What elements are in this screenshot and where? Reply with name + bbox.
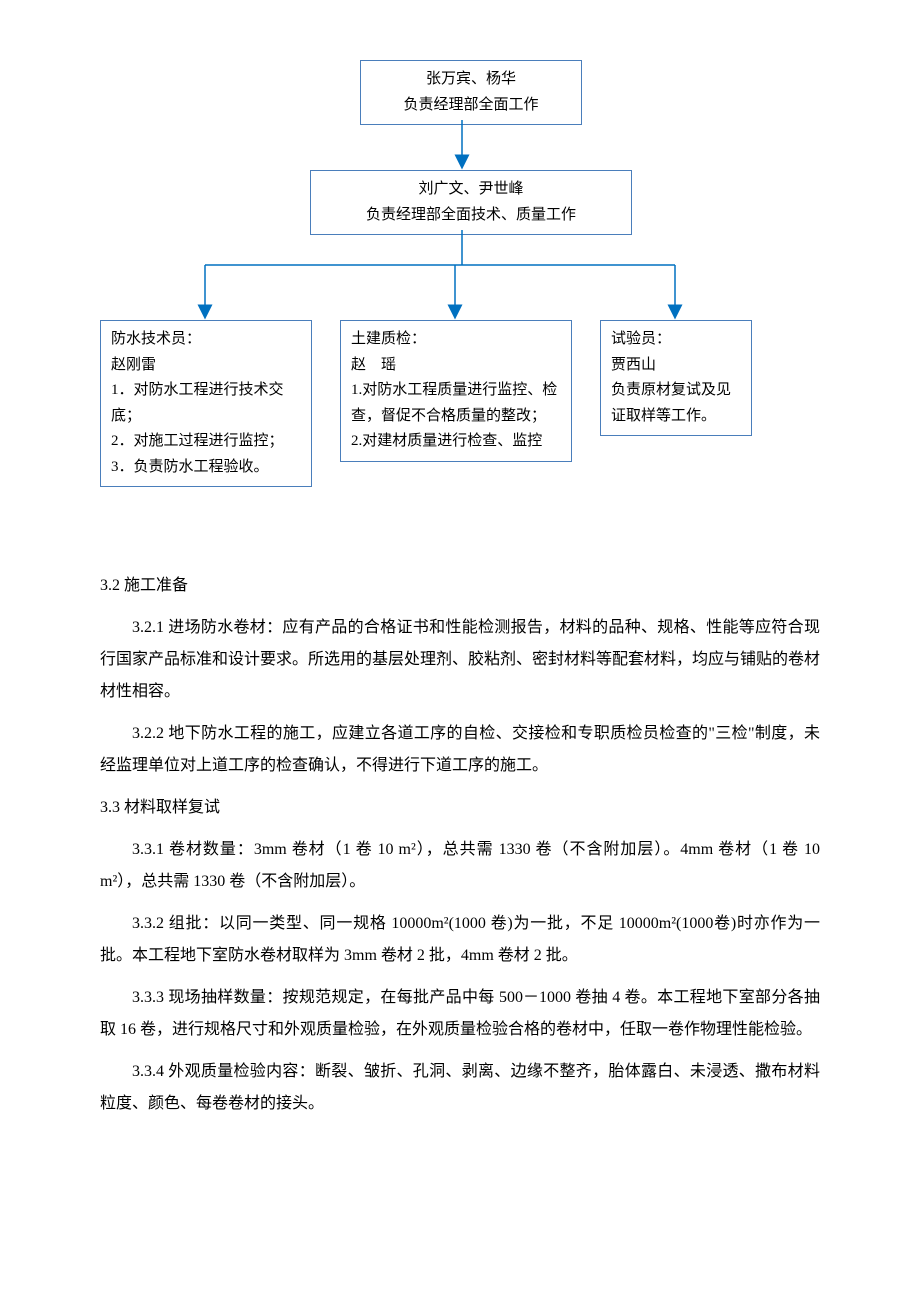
para-3-3-2: 3.3.2 组批：以同一类型、同一规格 10000m²(1000 卷)为一批，不…	[100, 908, 820, 972]
node-top-line2: 负责经理部全面工作	[371, 93, 571, 119]
node-left-l1: 1．对防水工程进行技术交底；	[111, 378, 301, 429]
node-center: 土建质检： 赵 瑶 1.对防水工程质量进行监控、检查，督促不合格质量的整改； 2…	[340, 320, 572, 462]
node-right-desc: 负责原材复试及见证取样等工作。	[611, 378, 741, 429]
node-mid: 刘广文、尹世峰 负责经理部全面技术、质量工作	[310, 170, 632, 235]
document-body: 3.2 施工准备 3.2.1 进场防水卷材：应有产品的合格证书和性能检测报告，材…	[100, 570, 820, 1120]
node-center-l1: 1.对防水工程质量进行监控、检查，督促不合格质量的整改；	[351, 378, 561, 429]
para-3-3-3: 3.3.3 现场抽样数量：按规范规定，在每批产品中每 500－1000 卷抽 4…	[100, 982, 820, 1046]
node-left-title: 防水技术员：	[111, 327, 301, 353]
arrow-branch	[100, 230, 820, 320]
node-mid-line1: 刘广文、尹世峰	[321, 177, 621, 203]
node-right: 试验员： 贾西山 负责原材复试及见证取样等工作。	[600, 320, 752, 436]
para-3-2-2: 3.2.2 地下防水工程的施工，应建立各道工序的自检、交接检和专职质检员检查的"…	[100, 718, 820, 782]
heading-3-3: 3.3 材料取样复试	[100, 792, 820, 824]
org-flowchart: 张万宾、杨华 负责经理部全面工作 刘广文、尹世峰 负责经理部全面技术、质量工作	[100, 60, 820, 540]
para-3-2-1: 3.2.1 进场防水卷材：应有产品的合格证书和性能检测报告，材料的品种、规格、性…	[100, 612, 820, 708]
para-3-3-1: 3.3.1 卷材数量：3mm 卷材（1 卷 10 m²），总共需 1330 卷（…	[100, 834, 820, 898]
node-center-title: 土建质检：	[351, 327, 561, 353]
node-top: 张万宾、杨华 负责经理部全面工作	[360, 60, 582, 125]
node-top-line1: 张万宾、杨华	[371, 67, 571, 93]
para-3-3-4: 3.3.4 外观质量检验内容：断裂、皱折、孔洞、剥离、边缘不整齐，胎体露白、未浸…	[100, 1056, 820, 1120]
node-center-name: 赵 瑶	[351, 353, 561, 379]
arrow-top-mid	[456, 120, 468, 170]
heading-3-2: 3.2 施工准备	[100, 570, 820, 602]
node-center-l2: 2.对建材质量进行检查、监控	[351, 429, 561, 455]
node-right-title: 试验员：	[611, 327, 741, 353]
node-left-l2: 2．对施工过程进行监控；	[111, 429, 301, 455]
node-mid-line2: 负责经理部全面技术、质量工作	[321, 203, 621, 229]
node-right-name: 贾西山	[611, 353, 741, 379]
node-left: 防水技术员： 赵刚雷 1．对防水工程进行技术交底； 2．对施工过程进行监控； 3…	[100, 320, 312, 487]
node-left-name: 赵刚雷	[111, 353, 301, 379]
node-left-l3: 3．负责防水工程验收。	[111, 455, 301, 481]
